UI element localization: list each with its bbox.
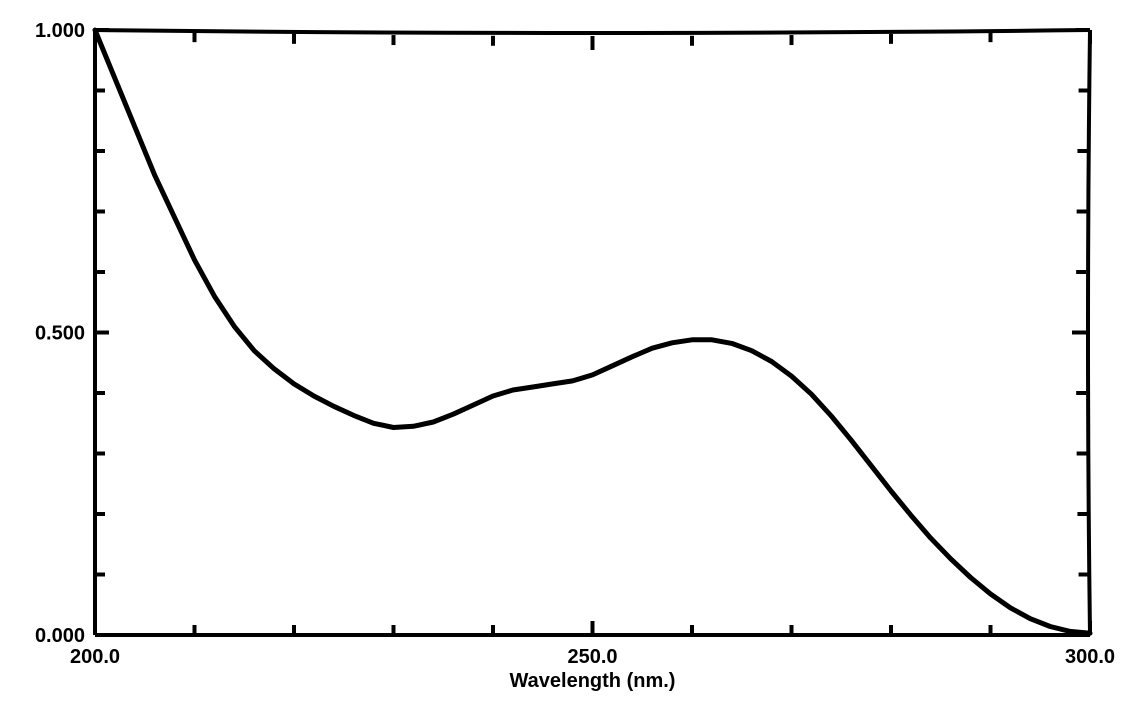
plot-right-border [1088, 30, 1090, 635]
x-axis-label: Wavelength (nm.) [510, 670, 676, 692]
y-tick-label: 0.000 [35, 625, 85, 647]
x-tick-label: 200.0 [70, 646, 120, 668]
x-tick-label: 250.0 [567, 646, 617, 668]
x-tick-label: 300.0 [1065, 646, 1115, 668]
chart-background [0, 0, 1133, 725]
y-tick-label: 1.000 [35, 20, 85, 42]
chart-svg: 200.0 250.0 300.0 0.000 0.500 1.000 Wavelength… [0, 0, 1133, 725]
y-tick-label: 0.500 [35, 323, 85, 345]
spectrum-chart: 200.0 250.0 300.0 0.000 0.500 1.000 Wavelength… [0, 0, 1133, 725]
